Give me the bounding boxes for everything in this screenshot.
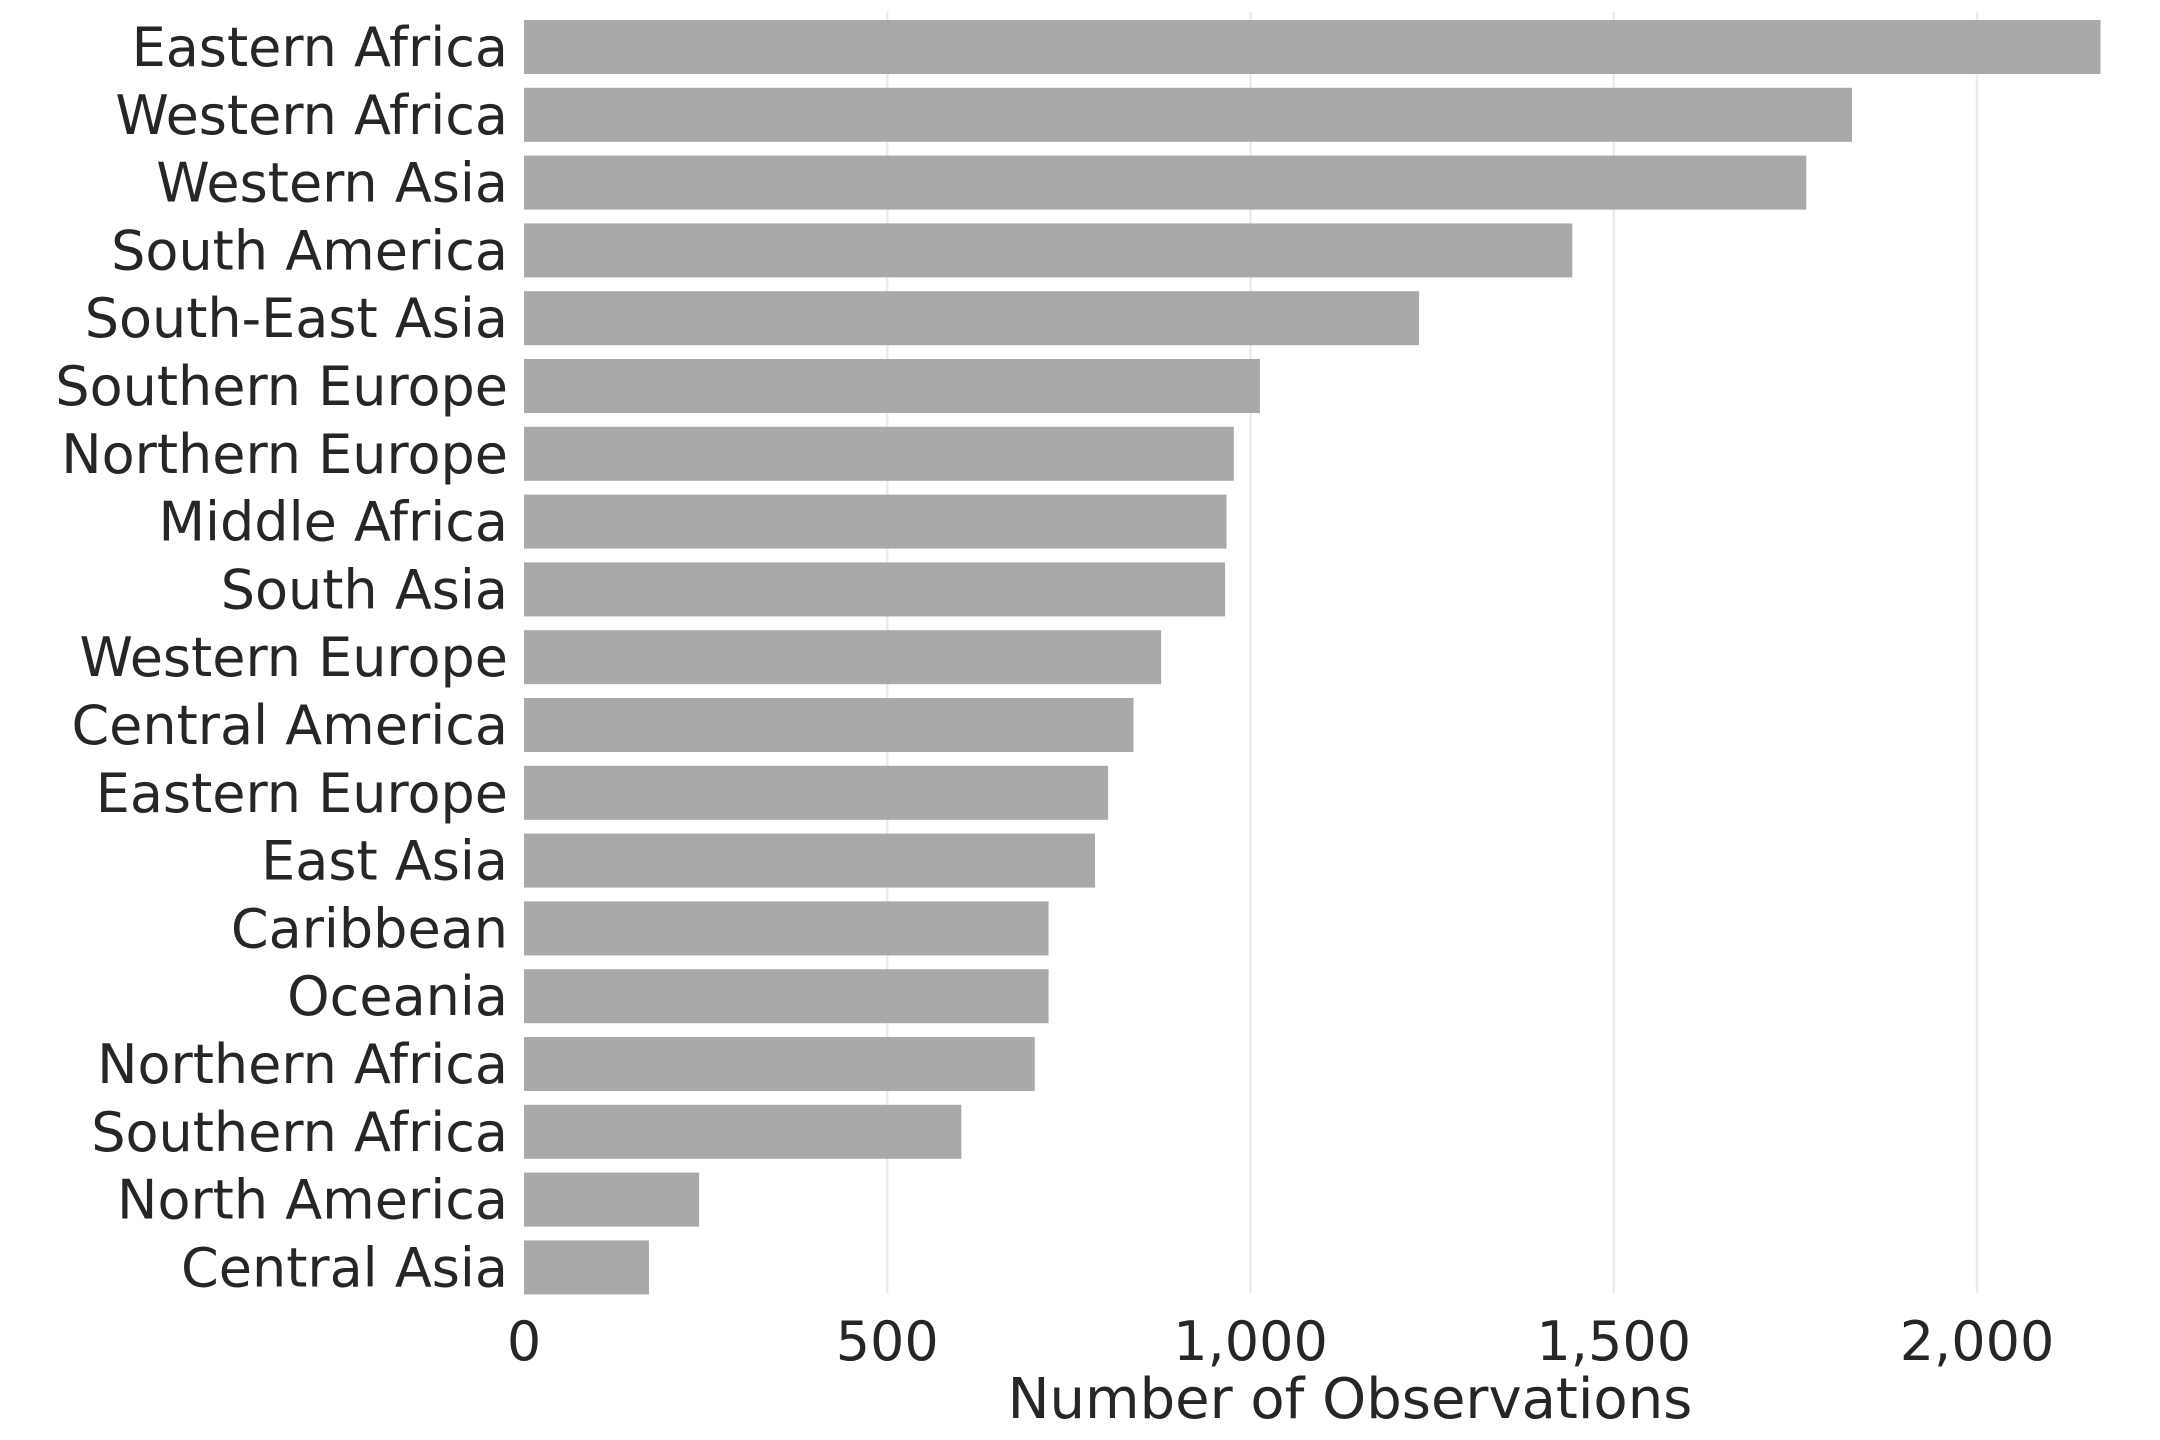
bar-3 bbox=[524, 223, 1573, 278]
bar-14 bbox=[524, 969, 1049, 1024]
y-tick-label-1: Western Africa bbox=[115, 84, 508, 147]
bar-1 bbox=[524, 87, 1853, 142]
y-tick-label-7: Middle Africa bbox=[158, 491, 508, 554]
bar-15 bbox=[524, 1037, 1035, 1091]
bar-6 bbox=[524, 426, 1234, 481]
bar-12 bbox=[524, 833, 1096, 888]
x-axis-title: Number of Observations bbox=[1008, 1367, 1693, 1432]
bar-2 bbox=[524, 155, 1807, 210]
y-tick-label-0: Eastern Africa bbox=[132, 16, 508, 79]
y-tick-label-15: Northern Africa bbox=[97, 1033, 508, 1096]
y-tick-label-5: Southern Europe bbox=[55, 355, 508, 418]
bar-11 bbox=[524, 765, 1109, 820]
y-tick-label-3: South America bbox=[111, 219, 508, 282]
x-tick-label-4: 2,000 bbox=[1900, 1310, 2055, 1373]
y-tick-label-4: South-East Asia bbox=[85, 287, 508, 350]
bar-16 bbox=[524, 1104, 962, 1159]
y-tick-label-2: Western Asia bbox=[156, 152, 508, 215]
bar-7 bbox=[524, 494, 1227, 549]
bar-4 bbox=[524, 291, 1420, 346]
bar-9 bbox=[524, 630, 1162, 685]
bar-10 bbox=[524, 698, 1134, 752]
y-tick-label-14: Oceania bbox=[287, 965, 508, 1028]
bar-18 bbox=[524, 1240, 649, 1295]
bar-0 bbox=[524, 20, 2101, 74]
y-tick-label-10: Central America bbox=[71, 694, 508, 757]
bar-17 bbox=[524, 1172, 700, 1227]
y-tick-label-16: Southern Africa bbox=[91, 1101, 508, 1164]
bar-13 bbox=[524, 901, 1049, 956]
y-tick-label-13: Caribbean bbox=[231, 897, 508, 960]
x-tick-label-2: 1,000 bbox=[1173, 1310, 1328, 1373]
y-tick-label-18: Central Asia bbox=[181, 1236, 508, 1299]
bar-8 bbox=[524, 562, 1226, 617]
y-tick-label-9: Western Europe bbox=[79, 626, 508, 689]
x-tick-label-3: 1,500 bbox=[1536, 1310, 1691, 1373]
bars bbox=[524, 20, 2101, 1295]
x-tick-label-1: 500 bbox=[836, 1310, 939, 1373]
y-tick-label-12: East Asia bbox=[261, 830, 508, 893]
x-tick-labels: 0 500 1,000 1,500 2,000 bbox=[507, 1310, 2054, 1373]
y-tick-label-11: Eastern Europe bbox=[96, 762, 508, 825]
y-tick-label-6: Northern Europe bbox=[61, 423, 508, 486]
bar-5 bbox=[524, 359, 1260, 413]
x-tick-label-0: 0 bbox=[507, 1310, 541, 1373]
y-tick-label-17: North America bbox=[117, 1169, 508, 1232]
y-tick-label-8: South Asia bbox=[221, 558, 508, 621]
